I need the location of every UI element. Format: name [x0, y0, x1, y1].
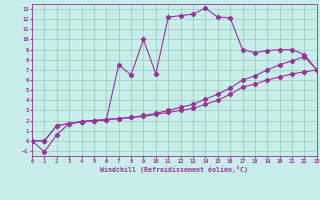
X-axis label: Windchill (Refroidissement éolien,°C): Windchill (Refroidissement éolien,°C): [100, 166, 248, 173]
